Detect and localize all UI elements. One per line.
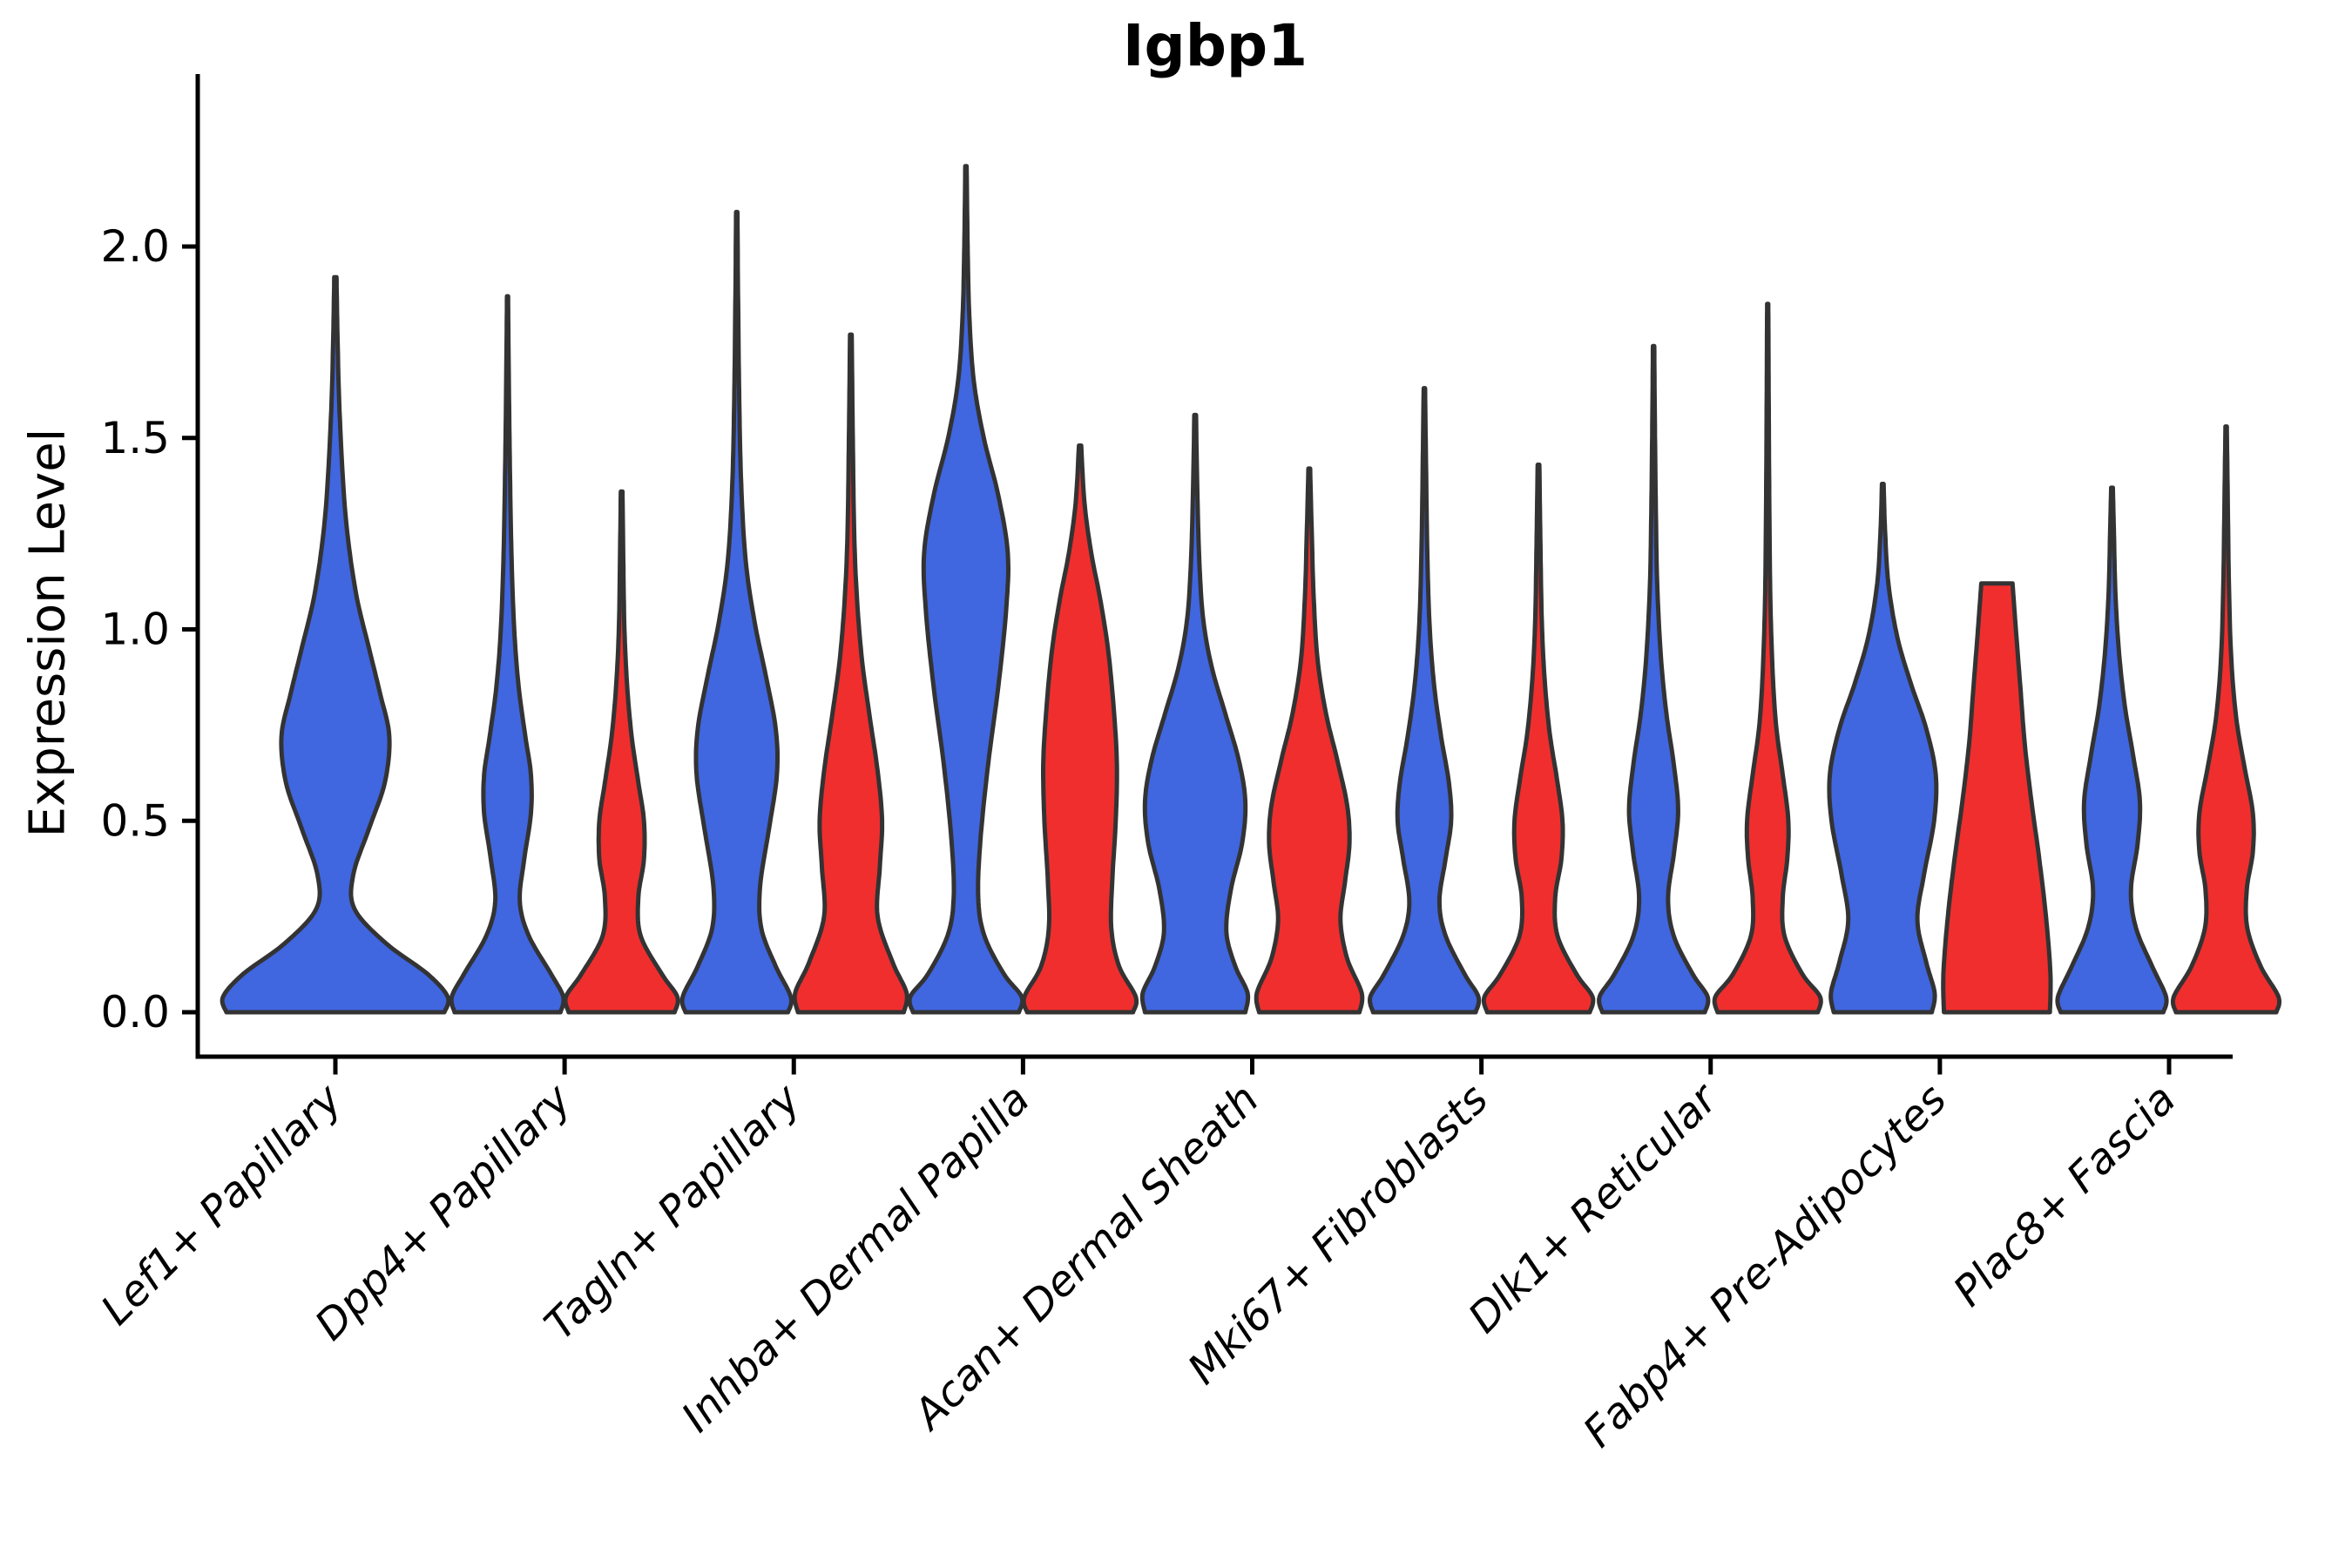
x-tick-label: Lef1+ Papillary	[91, 1074, 352, 1335]
y-tick-label: 2.0	[100, 221, 170, 272]
y-tick-label: 1.5	[100, 413, 170, 463]
violin-red-4	[1254, 466, 1365, 1015]
violin-blue-8	[2055, 485, 2169, 1015]
violin-red-7	[1941, 581, 2053, 1015]
violin-blue-6	[1597, 343, 1711, 1015]
violin-blue-4	[1139, 412, 1251, 1015]
y-tick-label: 0.5	[100, 795, 170, 846]
violin-blue-0	[220, 274, 451, 1015]
chart-title: Igbp1	[1122, 12, 1308, 79]
violin-blue-7	[1827, 482, 1939, 1015]
violin-blue-2	[679, 209, 794, 1015]
violin-red-2	[792, 332, 909, 1015]
y-tick-label: 0.0	[100, 987, 170, 1037]
violin-red-3	[1021, 443, 1139, 1015]
x-tick-label: Fabp4+ Pre-Adipocytes	[1574, 1075, 1957, 1457]
violin-red-8	[2170, 424, 2282, 1015]
x-tick-label: Dlk1+ Reticular	[1459, 1073, 1729, 1343]
violin-red-6	[1712, 301, 1823, 1015]
violin-blue-3	[907, 164, 1025, 1015]
violin-red-1	[563, 489, 680, 1015]
violin-blue-5	[1368, 386, 1482, 1015]
x-tick-label: Tagln+ Papillary	[536, 1074, 811, 1349]
violin-red-5	[1481, 463, 1596, 1015]
violin-blue-1	[449, 294, 566, 1015]
y-tick-label: 1.0	[100, 605, 170, 655]
x-tick-label: Plac8+ Fascia	[1944, 1075, 2186, 1316]
x-tick-label: Dpp4+ Papillary	[306, 1074, 581, 1349]
